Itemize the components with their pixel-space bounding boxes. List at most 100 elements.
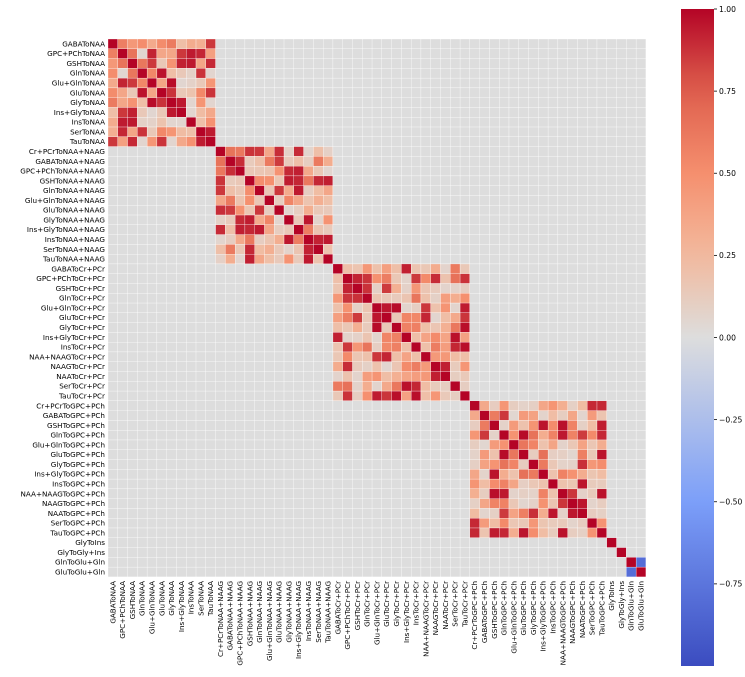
column-tick-label: GluToNAA+NAAG (275, 581, 284, 643)
heatmap-cell (234, 400, 246, 411)
heatmap-cell (626, 381, 637, 392)
heatmap-cell (303, 420, 314, 431)
heatmap-cell (205, 107, 216, 118)
heatmap-cell (107, 87, 118, 98)
heatmap-cell (596, 77, 607, 89)
heatmap-cell (313, 244, 324, 255)
heatmap-cell (274, 488, 285, 499)
heatmap-cell (371, 410, 382, 421)
heatmap-cell (244, 195, 255, 206)
heatmap-cell (606, 488, 617, 499)
heatmap-cell (362, 302, 373, 313)
heatmap-cell (616, 234, 627, 245)
heatmap-cell (323, 77, 334, 89)
row-tick-label: NAAGToCr+PCr (51, 362, 106, 371)
heatmap-cell (381, 244, 392, 255)
heatmap-cell (186, 547, 197, 558)
heatmap-cell (225, 87, 236, 98)
heatmap-cell (293, 342, 304, 353)
heatmap-cell (538, 224, 549, 235)
heatmap-cell (362, 449, 373, 460)
heatmap-cell (293, 254, 304, 265)
heatmap-cell (587, 469, 598, 480)
heatmap-cell (352, 469, 363, 480)
row-tick-label: NAA+NAAGToGPC+PCh (21, 489, 105, 498)
heatmap-cell (479, 400, 490, 411)
column-tick-label: NAAGToCr+PCr (431, 581, 440, 636)
heatmap-cell (332, 185, 343, 196)
heatmap-cell (107, 469, 118, 480)
heatmap-cell (107, 547, 118, 558)
heatmap-cell (616, 68, 627, 79)
heatmap-cell (146, 234, 158, 245)
heatmap-cell (195, 478, 206, 490)
heatmap-cell (274, 381, 285, 392)
heatmap-cell (146, 332, 158, 343)
heatmap-cell (303, 68, 314, 79)
heatmap-cell (430, 400, 441, 411)
heatmap-cell (205, 185, 216, 196)
heatmap-cell (293, 322, 304, 333)
heatmap-cell (166, 547, 177, 558)
heatmap-cell (195, 77, 206, 89)
column-tick-label: SerToGPC+PCh (588, 581, 597, 635)
heatmap-cell (225, 351, 236, 362)
heatmap-cell (352, 439, 363, 450)
heatmap-cell (391, 459, 402, 470)
heatmap-cell (430, 537, 441, 548)
heatmap-cell (401, 214, 412, 225)
heatmap-cell (283, 58, 294, 69)
heatmap-cell (616, 527, 627, 538)
heatmap-cell (156, 342, 167, 353)
heatmap-cell (567, 322, 578, 333)
heatmap-cell (156, 381, 167, 392)
row-tick-label: Ins+GlyToGPC+PCh (34, 470, 105, 479)
heatmap-cell (616, 244, 627, 255)
heatmap-cell (323, 146, 334, 157)
heatmap-cell (508, 400, 519, 411)
heatmap-cell (323, 234, 334, 245)
heatmap-cell (440, 107, 451, 118)
heatmap-cell (567, 371, 578, 382)
heatmap-cell (596, 165, 607, 177)
heatmap-cell (635, 97, 647, 108)
heatmap-cell (176, 146, 187, 157)
heatmap-cell (420, 508, 431, 519)
heatmap-cell (391, 508, 402, 519)
heatmap-cell (205, 244, 216, 255)
heatmap-cell (450, 205, 461, 216)
row-tick-label: GluToCr+PCr (59, 313, 105, 322)
heatmap-cell (137, 117, 148, 128)
heatmap-cell (587, 224, 598, 235)
heatmap-cell (137, 38, 148, 49)
heatmap-cell (127, 527, 138, 538)
heatmap-cell (234, 205, 246, 216)
heatmap-cell (411, 156, 422, 167)
heatmap-cell (538, 97, 549, 108)
heatmap-cell (274, 566, 285, 578)
heatmap-cell (342, 469, 353, 480)
heatmap-cell (215, 508, 226, 519)
heatmap-cell (567, 214, 578, 225)
heatmap-cell (313, 195, 324, 206)
heatmap-cell (381, 165, 392, 177)
heatmap-cell (323, 254, 334, 265)
column-tick-label: GlnToGPC+PCh (500, 581, 509, 636)
heatmap-cell (528, 87, 539, 98)
heatmap-cell (587, 459, 598, 470)
heatmap-cell (137, 146, 148, 157)
heatmap-cell (381, 478, 392, 490)
heatmap-cell (195, 224, 206, 235)
heatmap-cell (244, 263, 255, 274)
heatmap-cell (469, 371, 480, 382)
heatmap-cell (459, 224, 471, 235)
heatmap-cell (215, 420, 226, 431)
heatmap-cell (117, 87, 128, 98)
heatmap-cell (547, 263, 559, 274)
heatmap-cell (107, 557, 118, 568)
heatmap-cell (469, 508, 480, 519)
heatmap-cell (254, 302, 265, 313)
heatmap-cell (254, 195, 265, 206)
heatmap-cell (508, 58, 519, 69)
heatmap-cell (499, 430, 510, 441)
